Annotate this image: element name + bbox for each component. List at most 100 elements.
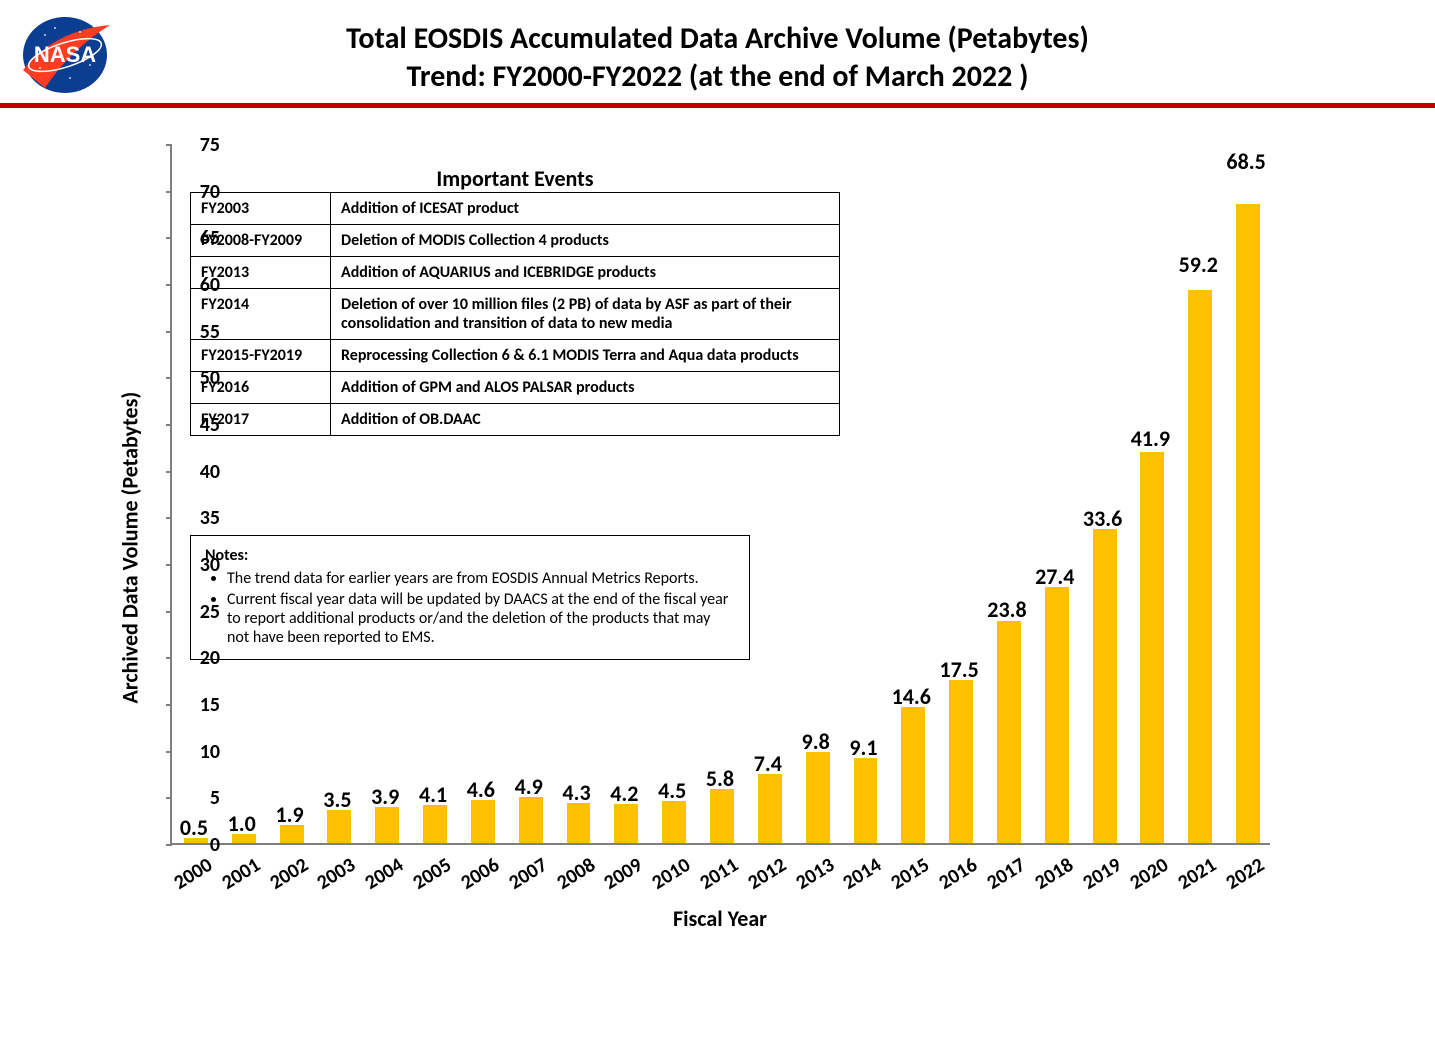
event-desc: Deletion of MODIS Collection 4 products — [331, 225, 840, 257]
bar — [997, 621, 1021, 843]
table-row: FY2013Addition of AQUARIUS and ICEBRIDGE… — [191, 257, 840, 289]
bar — [710, 789, 734, 843]
x-axis-title: Fiscal Year — [170, 905, 1270, 932]
bar-label: 33.6 — [1083, 505, 1122, 532]
event-desc: Addition of AQUARIUS and ICEBRIDGE produ… — [331, 257, 840, 289]
x-tick-label: 2020 — [1118, 853, 1173, 900]
bar — [327, 810, 351, 843]
y-tick-label: 75 — [200, 133, 220, 157]
bar — [806, 752, 830, 843]
y-tick-label: 30 — [200, 553, 220, 577]
x-tick-label: 2005 — [401, 853, 456, 900]
header: NASA Total EOSDIS Accumulated Data Archi… — [0, 0, 1435, 118]
y-tick — [166, 144, 172, 146]
y-tick-label: 50 — [200, 366, 220, 390]
notes-box: Notes: The trend data for earlier years … — [190, 535, 750, 660]
bar — [1188, 290, 1212, 843]
events-box: Important Events FY2003Addition of ICESA… — [190, 165, 840, 436]
events-title: Important Events — [190, 165, 840, 192]
bar-label: 27.4 — [1035, 563, 1074, 590]
bar-label: 0.5 — [180, 814, 208, 841]
y-tick — [166, 611, 172, 613]
bar-label: 4.1 — [419, 781, 447, 808]
bar — [758, 774, 782, 843]
notes-list: The trend data for earlier years are fro… — [205, 569, 735, 647]
bar-label: 1.0 — [228, 810, 256, 837]
y-tick — [166, 564, 172, 566]
bar — [471, 800, 495, 843]
bar-label: 4.2 — [610, 780, 638, 807]
note-item: The trend data for earlier years are fro… — [227, 569, 735, 588]
y-tick — [166, 797, 172, 799]
y-tick-label: 70 — [200, 180, 220, 204]
y-tick-label: 25 — [200, 600, 220, 624]
bar-label: 1.9 — [275, 801, 303, 828]
event-desc: Reprocessing Collection 6 & 6.1 MODIS Te… — [331, 340, 840, 372]
bar — [854, 758, 878, 843]
event-desc: Deletion of over 10 million files (2 PB)… — [331, 289, 840, 340]
x-tick-label: 2003 — [305, 853, 360, 900]
y-tick — [166, 424, 172, 426]
y-tick — [166, 331, 172, 333]
x-tick-label: 2019 — [1070, 853, 1125, 900]
bar — [375, 807, 399, 843]
y-tick-label: 0 — [210, 833, 220, 857]
title-line-1: Total EOSDIS Accumulated Data Archive Vo… — [0, 20, 1435, 58]
x-tick-label: 2007 — [496, 853, 551, 900]
x-tick-label: 2021 — [1166, 853, 1221, 900]
bar-label: 3.9 — [371, 783, 399, 810]
x-tick-label: 2018 — [1022, 853, 1077, 900]
table-row: FY2017Addition of OB.DAAC — [191, 404, 840, 436]
x-tick-label: 2002 — [257, 853, 312, 900]
nasa-logo-text: NASA — [34, 42, 96, 67]
y-tick — [166, 751, 172, 753]
bar-label: 4.9 — [515, 773, 543, 800]
event-desc: Addition of OB.DAAC — [331, 404, 840, 436]
y-tick-label: 20 — [200, 646, 220, 670]
y-tick-label: 65 — [200, 226, 220, 250]
y-tick-label: 15 — [200, 693, 220, 717]
bar-label: 4.6 — [467, 776, 495, 803]
bar-label: 23.8 — [987, 596, 1026, 623]
bar — [949, 680, 973, 843]
bar — [614, 804, 638, 843]
bar — [1045, 587, 1069, 843]
chart-area: Important Events FY2003Addition of ICESA… — [170, 145, 1330, 845]
bar — [1140, 452, 1164, 843]
y-tick — [166, 517, 172, 519]
bar-label: 5.8 — [706, 765, 734, 792]
bar-label: 59.2 — [1179, 251, 1218, 278]
event-desc: Addition of GPM and ALOS PALSAR products — [331, 372, 840, 404]
x-tick-label: 2014 — [831, 853, 886, 900]
title-line-2: Trend: FY2000-FY2022 (at the end of Marc… — [0, 58, 1435, 96]
x-tick-label: 2009 — [592, 853, 647, 900]
bar — [901, 707, 925, 843]
bar-label: 68.5 — [1226, 148, 1265, 175]
red-divider — [0, 103, 1435, 108]
events-table: FY2003Addition of ICESAT productFY2008-F… — [190, 192, 840, 436]
bar — [662, 801, 686, 843]
event-desc: Addition of ICESAT product — [331, 193, 840, 225]
x-tick-label: 2016 — [927, 853, 982, 900]
bar-label: 14.6 — [892, 683, 931, 710]
x-tick-label: 2017 — [975, 853, 1030, 900]
x-tick-label: 2008 — [544, 853, 599, 900]
x-tick-label: 2015 — [879, 853, 934, 900]
y-tick — [166, 284, 172, 286]
x-tick-label: 2013 — [783, 853, 838, 900]
y-tick — [166, 844, 172, 846]
y-tick — [166, 377, 172, 379]
bar — [1093, 529, 1117, 843]
y-tick-label: 45 — [200, 413, 220, 437]
y-tick — [166, 657, 172, 659]
y-tick-label: 60 — [200, 273, 220, 297]
bar — [423, 805, 447, 843]
y-tick-label: 35 — [200, 506, 220, 530]
y-tick — [166, 704, 172, 706]
y-tick — [166, 237, 172, 239]
x-tick-label: 2004 — [353, 853, 408, 900]
table-row: FY2008-FY2009Deletion of MODIS Collectio… — [191, 225, 840, 257]
bar-label: 17.5 — [939, 656, 978, 683]
y-tick — [166, 191, 172, 193]
bar — [567, 803, 591, 843]
